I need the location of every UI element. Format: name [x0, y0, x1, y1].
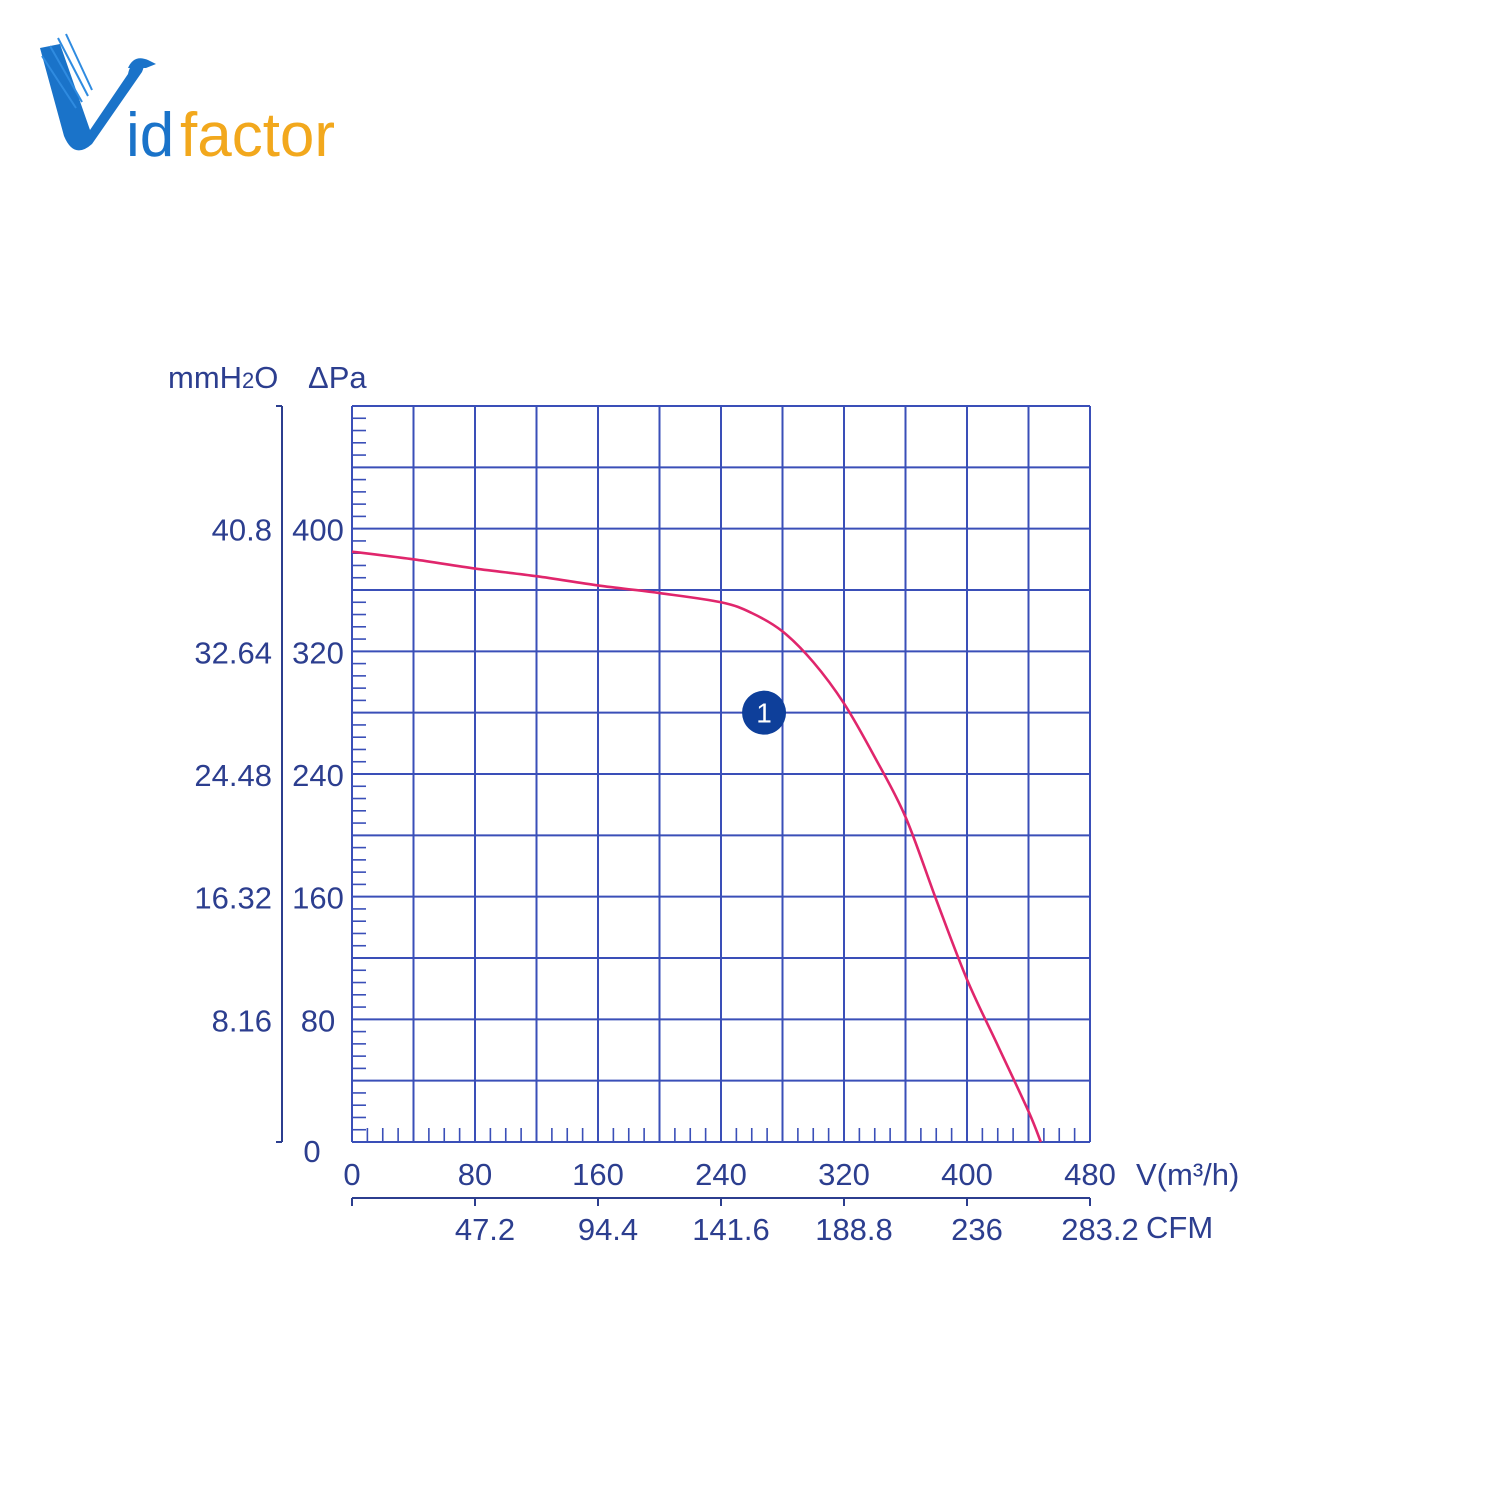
- y-tick-label-mmh2o: 32.64: [194, 635, 272, 670]
- x-tick-label-cfm: 188.8: [815, 1212, 893, 1247]
- logo-text-factor: factor: [180, 101, 335, 170]
- x-tick-label-m3h: 320: [818, 1157, 870, 1192]
- y-tick-label-mmh2o: 24.48: [194, 758, 272, 793]
- x-tick-label-cfm: 94.4: [578, 1212, 638, 1247]
- x-axis-label-cfm: CFM: [1146, 1210, 1213, 1245]
- logo-text-id: id: [126, 101, 174, 170]
- series-marker-label: 1: [756, 698, 772, 729]
- x-tick-label-cfm: 236: [951, 1212, 1003, 1247]
- x-tick-label-m3h: 240: [695, 1157, 747, 1192]
- x-tick-label-m3h: 160: [572, 1157, 624, 1192]
- logo-bird-icon: [40, 33, 156, 151]
- y-tick-label-pa: 0: [303, 1134, 320, 1169]
- x-tick-label-m3h: 480: [1064, 1157, 1116, 1192]
- y-axis-label-pa: ΔPa: [308, 360, 367, 395]
- x-tick-label-m3h: 400: [941, 1157, 993, 1192]
- x-tick-label-m3h: 0: [343, 1157, 360, 1192]
- x-tick-label-cfm: 141.6: [692, 1212, 770, 1247]
- y-axis-label-mmh2o-sub: 2: [242, 368, 254, 393]
- x-tick-label-m3h: 80: [458, 1157, 492, 1192]
- y-tick-label-pa: 400: [292, 513, 344, 548]
- x-axis-label-m3h: V(m³/h): [1136, 1157, 1239, 1192]
- y-axis-label-mmh2o-pre: mmH: [168, 360, 242, 395]
- y-axis-label-mmh2o: mmH2O: [168, 360, 278, 395]
- x-tick-label-cfm: 283.2: [1061, 1212, 1139, 1247]
- y-tick-label-pa: 80: [301, 1003, 335, 1038]
- y-tick-label-pa: 240: [292, 758, 344, 793]
- vidfactor-logo: id factor: [40, 33, 335, 170]
- x-tick-label-cfm: 47.2: [455, 1212, 515, 1247]
- y-tick-label-mmh2o: 16.32: [194, 881, 272, 916]
- series-curve-1: [351, 550, 1043, 1143]
- y-tick-label-pa: 160: [292, 881, 344, 916]
- y-tick-label-mmh2o: 8.16: [212, 1003, 272, 1038]
- series-marker-circle: [742, 690, 787, 735]
- y-axis-label-mmh2o-post: O: [254, 360, 278, 395]
- y-tick-label-mmh2o: 40.8: [212, 513, 272, 548]
- y-tick-label-pa: 320: [292, 635, 344, 670]
